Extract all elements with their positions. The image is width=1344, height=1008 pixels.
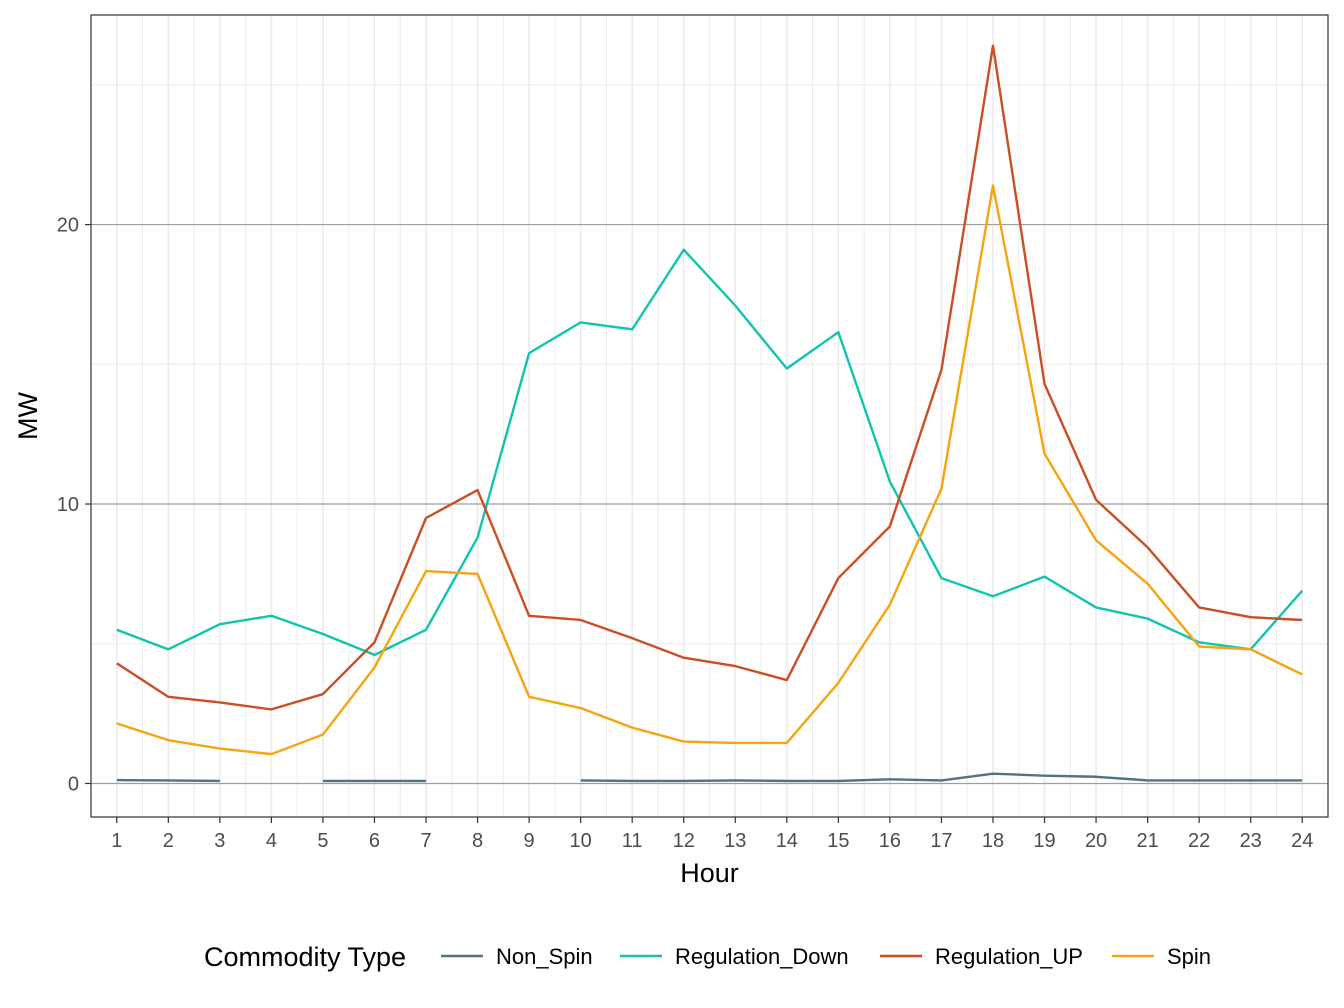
x-axis: 1 2 3 4 5 6 7 8 9 10 11 12 13 14 15 16 17 18 19 20 21 22 23 24 [111,817,1313,852]
plot-panel-border [90,14,1329,818]
y-tick-label: 20 [57,215,79,237]
x-tick-label: 2 [163,830,174,852]
x-tick-label: 8 [472,830,483,852]
series-line-non-spin [116,778,220,783]
x-tick-label: 3 [214,830,225,852]
legend-label-non-spin: Non_Spin [496,944,593,969]
x-tick-label: 16 [879,830,901,852]
x-tick-label: 23 [1240,830,1262,852]
x-tick-label: 5 [317,830,328,852]
y-tick-label: 10 [57,494,79,516]
series-line-regulation-up [116,44,1303,711]
legend: Commodity Type Non_Spin Regulation_Down Re… [204,942,1211,972]
major-gridlines [91,15,1328,817]
x-tick-label: 7 [420,830,431,852]
x-tick-label: 17 [930,830,952,852]
x-tick-label: 10 [570,830,592,852]
y-tick-label: 0 [68,773,79,795]
legend-label-regulation-up: Regulation_UP [935,944,1083,969]
minor-gridlines [91,15,1328,817]
x-tick-label: 13 [724,830,746,852]
x-tick-label: 11 [622,830,643,852]
x-tick-label: 9 [524,830,535,852]
x-tick-label: 21 [1136,830,1158,852]
legend-label-spin: Spin [1167,944,1211,969]
legend-label-regulation-down: Regulation_Down [675,944,849,969]
y-axis: 0 10 20 [57,215,91,795]
x-tick-label: 18 [982,830,1004,852]
x-tick-label: 22 [1188,830,1210,852]
x-tick-label: 14 [776,830,798,852]
legend-title: Commodity Type [204,942,406,972]
x-tick-label: 19 [1033,830,1055,852]
x-tick-label: 4 [266,830,277,852]
x-tick-label: 12 [673,830,695,852]
y-axis-title: MW [13,392,43,440]
series-line-non-spin [580,772,1303,783]
x-tick-label: 24 [1291,830,1313,852]
x-tick-label: 20 [1085,830,1107,852]
series-line-spin [116,184,1303,756]
x-axis-title: Hour [680,858,739,888]
x-tick-label: 15 [827,830,849,852]
x-tick-label: 1 [111,830,122,852]
x-tick-label: 6 [369,830,380,852]
series-line-regulation-down [116,248,1304,657]
series-lines [116,44,1304,783]
